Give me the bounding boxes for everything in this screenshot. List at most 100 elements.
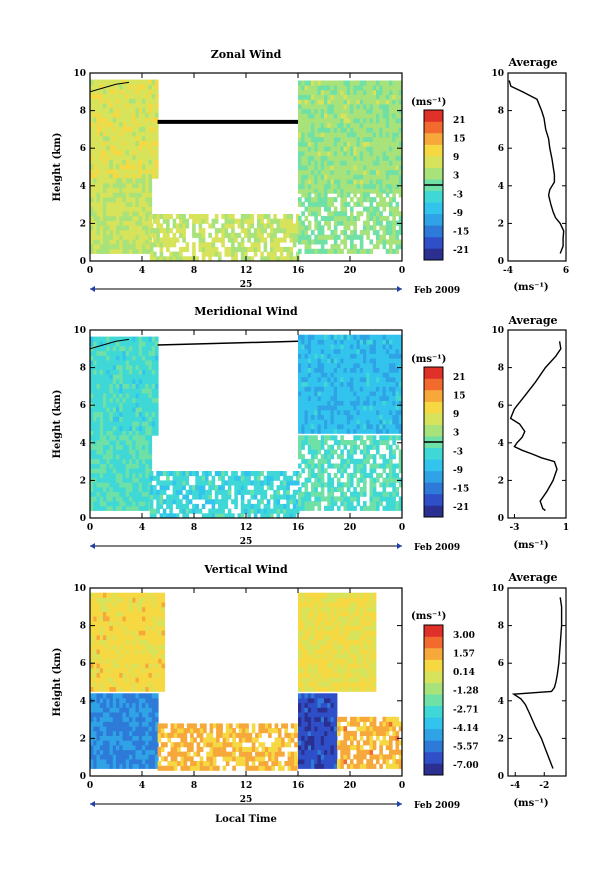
heatmap-cell	[175, 494, 180, 500]
heatmap-cell	[103, 211, 107, 217]
heatmap-cell	[158, 592, 162, 598]
heatmap-cell	[129, 402, 133, 408]
heatmap-cell	[151, 117, 156, 123]
heatmap-cell	[208, 223, 212, 229]
heatmap-cell	[379, 169, 383, 175]
heatmap-cell	[129, 154, 133, 160]
heatmap-cell	[103, 103, 107, 109]
heatmap-cell	[314, 444, 318, 450]
heatmap-cell	[125, 496, 130, 502]
heatmap-cell	[337, 414, 341, 420]
heatmap-cell	[129, 145, 133, 151]
heatmap-cell	[93, 425, 97, 431]
heatmap-cell	[350, 248, 354, 254]
heatmap-cell	[201, 232, 206, 238]
heatmap-cell	[346, 344, 351, 350]
heatmap-cell	[227, 223, 232, 229]
heatmap-cell	[314, 108, 318, 114]
heatmap-cell	[145, 407, 149, 413]
heatmap-cell	[125, 378, 130, 384]
heatmap-cell	[93, 187, 97, 193]
heatmap-cell	[389, 435, 393, 441]
heatmap-cell	[311, 440, 315, 446]
heatmap-cell	[109, 107, 114, 113]
heatmap-cell	[90, 164, 94, 170]
y-tick-label: 6	[80, 401, 86, 411]
heatmap-cell	[119, 435, 123, 441]
heatmap-cell	[311, 174, 315, 180]
heatmap-cell	[292, 508, 297, 514]
heatmap-cell	[356, 334, 361, 340]
heatmap-cell	[175, 471, 180, 477]
heatmap-cell	[116, 154, 120, 160]
heatmap-cell	[119, 341, 123, 347]
heatmap-cell	[109, 597, 114, 603]
heatmap-cell	[125, 487, 130, 493]
heatmap-cell	[132, 487, 136, 493]
heatmap-cell	[346, 104, 351, 110]
heatmap-cell	[337, 424, 341, 430]
heatmap-cell	[151, 164, 156, 170]
heatmap-cell	[392, 188, 396, 194]
heatmap-cell	[135, 663, 140, 669]
heatmap-cell	[205, 218, 209, 224]
heatmap-cell	[317, 339, 322, 345]
heatmap-cell	[247, 237, 251, 243]
heatmap-cell	[135, 89, 140, 95]
heatmap-cell	[161, 625, 166, 631]
heatmap-cell	[103, 383, 107, 389]
heatmap-cell	[125, 606, 130, 612]
heatmap-cell	[106, 364, 110, 370]
heatmap-cell	[155, 360, 159, 366]
heatmap-cell	[392, 377, 396, 383]
heatmap-cell	[129, 192, 133, 198]
heatmap-cell	[132, 630, 136, 636]
heatmap-cell	[286, 218, 290, 224]
heatmap-cell	[353, 192, 357, 198]
heatmap-cell	[327, 381, 331, 387]
heatmap-cell	[333, 230, 338, 236]
heatmap-cell	[149, 242, 154, 248]
heatmap-cell	[125, 121, 130, 127]
heatmap-cell	[103, 663, 107, 669]
heatmap-cell	[353, 225, 357, 231]
heatmap-cell	[106, 355, 110, 361]
heatmap-cell	[392, 496, 396, 502]
heatmap-cell	[138, 667, 143, 673]
heatmap-cell	[125, 369, 130, 375]
heatmap-cell	[301, 414, 305, 420]
heatmap-cell	[112, 201, 117, 207]
heatmap-cell	[337, 118, 341, 124]
heatmap-cell	[369, 174, 374, 180]
heatmap-cell	[132, 402, 136, 408]
heatmap-cell	[382, 414, 387, 420]
heatmap-cell	[116, 84, 120, 90]
heatmap-cell	[379, 174, 383, 180]
heatmap-cell	[372, 414, 377, 420]
heatmap-cell	[353, 362, 357, 368]
heatmap-cell	[283, 513, 287, 518]
heatmap-cell	[382, 165, 387, 171]
heatmap-cell	[96, 350, 101, 356]
heatmap-cell	[119, 350, 123, 356]
heatmap-cell	[330, 505, 335, 511]
heatmap-cell	[138, 482, 143, 488]
heatmap-cell	[148, 220, 153, 226]
heatmap-cell	[148, 136, 153, 142]
heatmap-cell	[148, 644, 153, 650]
heatmap-cell	[379, 113, 383, 119]
heatmap-cell	[99, 606, 104, 612]
heatmap-cell	[372, 220, 377, 226]
heatmap-cell	[317, 381, 322, 387]
heatmap-cell	[353, 188, 357, 194]
heatmap-cell	[103, 187, 107, 193]
heatmap-cell	[103, 653, 107, 659]
heatmap-cell	[132, 496, 136, 502]
average-y-tick-label: 4	[498, 182, 504, 192]
heatmap-cell	[314, 225, 318, 231]
heatmap-cell	[346, 400, 351, 406]
heatmap-cell	[129, 336, 133, 342]
heatmap-cell	[350, 99, 354, 105]
heatmap-cell	[307, 377, 312, 383]
heatmap-cell	[93, 721, 97, 727]
